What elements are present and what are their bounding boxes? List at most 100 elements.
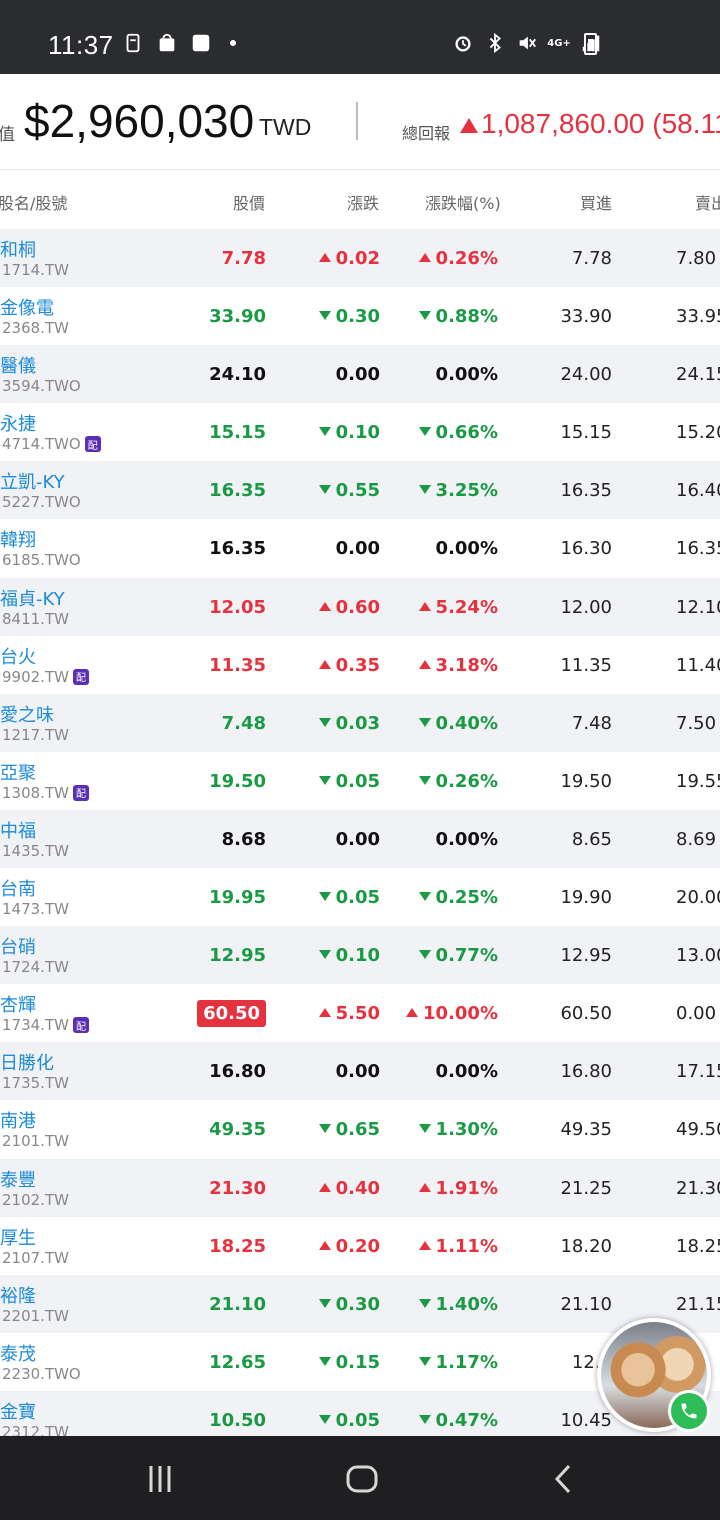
stock-name[interactable]: 金像電: [0, 298, 54, 320]
recent-apps-button[interactable]: [140, 1462, 180, 1496]
change-percent-value: 1.30%: [435, 1119, 498, 1141]
table-row[interactable]: 中福 1435.TW 8.68 0.00 0.00% 8.65 8.69: [0, 809, 720, 869]
system-icons: 4G+: [452, 32, 602, 54]
change-cell: 0.00: [336, 829, 380, 850]
stock-name[interactable]: 台火: [0, 646, 36, 668]
stock-name[interactable]: 泰豐: [0, 1169, 36, 1191]
stock-code-wrap: 1473.TW: [2, 900, 69, 918]
stock-code: 1735.TW: [2, 1074, 69, 1093]
stock-code: 1734.TW: [2, 1016, 69, 1035]
change-percent-cell: 1.11%: [418, 1235, 498, 1257]
ask-price: 19.55: [676, 770, 720, 792]
stock-name[interactable]: 中福: [0, 820, 36, 842]
stock-name[interactable]: 醫儀: [0, 356, 36, 378]
change-percent-value: 3.25%: [435, 480, 498, 502]
stock-name[interactable]: 永捷: [0, 414, 36, 436]
stock-name[interactable]: 亞聚: [0, 762, 36, 784]
header-bid[interactable]: 買進: [580, 194, 613, 213]
stock-name[interactable]: 日勝化: [0, 1053, 54, 1075]
change-value: 0.00: [335, 538, 380, 560]
header-ask[interactable]: 賣出: [695, 194, 720, 213]
stock-code: 2201.TW: [2, 1306, 69, 1325]
stock-name[interactable]: 南港: [0, 1111, 36, 1133]
phone-call-icon[interactable]: [668, 1390, 710, 1432]
stock-name[interactable]: 韓翔: [0, 530, 36, 552]
back-button[interactable]: [544, 1462, 584, 1496]
stock-name[interactable]: 厚生: [0, 1227, 36, 1249]
ask-price: 17.15: [676, 1061, 720, 1083]
chat-head-bubble[interactable]: [597, 1318, 711, 1432]
stock-code: 2107.TW: [2, 1248, 69, 1267]
change-cell: 0.30: [318, 306, 380, 327]
change-cell: 0.35: [318, 654, 380, 676]
price-cell: 18.25: [209, 1236, 266, 1257]
change-percent-cell: 0.00%: [436, 829, 498, 850]
price-cell: 12.95: [209, 945, 266, 966]
stock-name[interactable]: 泰茂: [0, 1343, 36, 1365]
network-type-icon: 4G+: [547, 37, 571, 49]
stock-name[interactable]: 裕隆: [0, 1285, 36, 1307]
ask-price: 13.00: [676, 945, 720, 967]
dividend-badge-icon: 配: [84, 436, 101, 453]
header-change-percent[interactable]: 漲跌幅(%): [425, 194, 501, 213]
up-arrow-icon: [318, 1182, 331, 1192]
stock-name[interactable]: 台硝: [0, 937, 36, 959]
change-cell: 0.05: [318, 887, 380, 908]
table-row[interactable]: 和桐 1714.TW 7.78 0.02 0.26% 7.78 7.80: [0, 229, 720, 288]
header-price[interactable]: 股價: [233, 194, 266, 213]
price-cell: 16.35: [209, 480, 266, 501]
bid-price: 24.00: [560, 364, 612, 386]
price-cell: 19.50: [209, 771, 266, 792]
stock-name[interactable]: 福貞-KY: [0, 588, 65, 610]
stock-name[interactable]: 愛之味: [0, 704, 54, 726]
change-percent-value: 0.00%: [435, 828, 498, 850]
stock-name[interactable]: 立凱-KY: [0, 472, 65, 494]
table-row[interactable]: 杏輝 1734.TW 配 60.50 5.50 10.00% 60.50 0.00: [0, 984, 720, 1042]
change-cell: 0.05: [318, 1409, 380, 1431]
down-arrow-icon: [418, 485, 431, 495]
stock-name[interactable]: 和桐: [0, 240, 36, 261]
home-button[interactable]: [342, 1462, 382, 1496]
change-value: 0.35: [335, 654, 380, 676]
down-arrow-icon: [318, 1414, 331, 1424]
battery-icon: [584, 33, 597, 55]
stock-name[interactable]: 金寶: [0, 1401, 36, 1423]
stock-name[interactable]: 杏輝: [0, 995, 36, 1017]
stock-price: 16.35: [209, 538, 266, 560]
table-row[interactable]: 金寶 2312.TW 10.50 0.05 0.47% 10.45: [0, 1390, 720, 1436]
change-percent-value: 1.11%: [435, 1235, 498, 1257]
stock-name[interactable]: 台南: [0, 879, 36, 901]
up-arrow-icon: [318, 601, 331, 611]
bid-price: 16.35: [560, 480, 612, 502]
bid-price: 49.35: [560, 1119, 612, 1141]
header-change[interactable]: 漲跌: [347, 194, 380, 213]
down-arrow-icon: [418, 1124, 431, 1134]
price-cell: 16.35: [209, 538, 266, 559]
change-value: 0.05: [335, 1409, 380, 1431]
table-row[interactable]: 愛之味 1217.TW 7.48 0.03 0.40% 7.48 7.50: [0, 693, 720, 752]
header-name[interactable]: 股名/股號: [0, 194, 68, 213]
stock-code: 6185.TWO: [2, 551, 81, 570]
stock-list[interactable]: 和桐 1714.TW 7.78 0.02 0.26% 7.78 7.80 金像電 2368.TW…: [0, 229, 720, 1436]
change-percent-cell: 0.00%: [436, 1061, 498, 1082]
down-arrow-icon: [418, 427, 431, 437]
stock-code: 1473.TW: [2, 900, 69, 919]
bid-price: 33.90: [560, 306, 612, 328]
ask-price: 16.40: [676, 480, 720, 502]
down-arrow-icon: [318, 427, 331, 437]
